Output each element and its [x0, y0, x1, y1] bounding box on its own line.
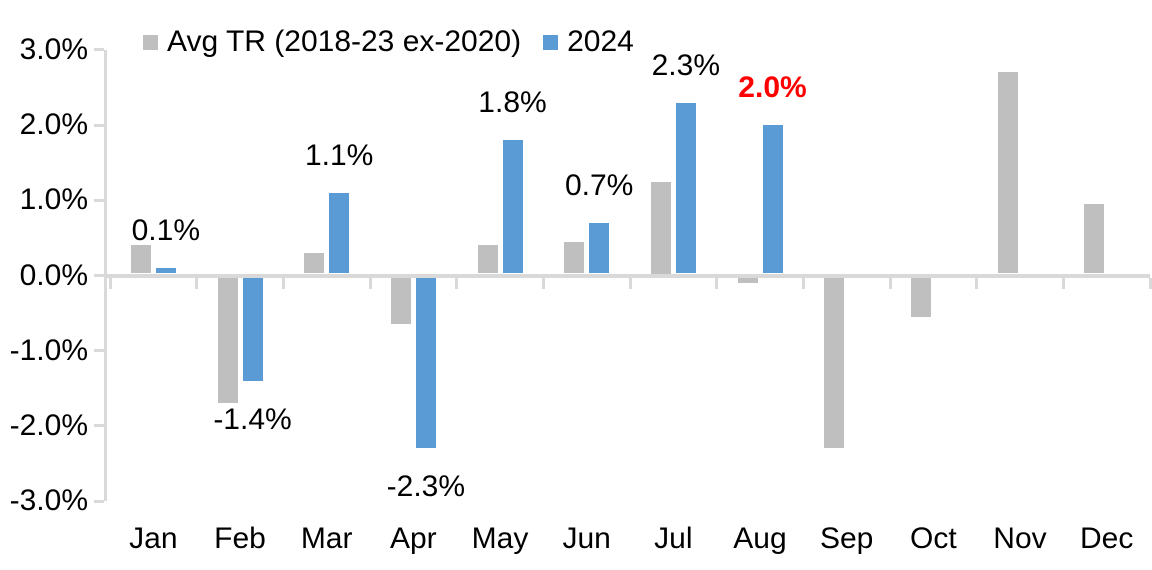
x-axis-label-feb: Feb: [214, 522, 266, 555]
data-label-2024-jan: 0.1%: [131, 213, 201, 247]
bar-avg-tr-jun: [564, 241, 585, 274]
bar-avg-tr-nov: [997, 72, 1018, 274]
y-axis-label: 0.0%: [19, 258, 88, 292]
x-tick: [628, 277, 632, 289]
x-tick: [281, 277, 285, 289]
data-label-2024-jun: 0.7%: [564, 168, 634, 202]
bar-avg-tr-jan: [130, 245, 151, 274]
x-axis-label-dec: Dec: [1079, 522, 1134, 555]
x-tick: [368, 277, 372, 289]
x-axis-label-apr: Apr: [389, 522, 437, 555]
y-tick: [94, 123, 104, 127]
y-axis-label: -1.0%: [9, 333, 88, 367]
y-axis-label: 1.0%: [19, 183, 88, 217]
x-axis-label-nov: Nov: [993, 522, 1047, 555]
y-tick: [94, 274, 104, 277]
x-axis-label-mar: Mar: [300, 522, 353, 555]
bar-avg-tr-aug: [737, 277, 758, 284]
x-tick: [541, 277, 545, 289]
bar-2024-jul: [675, 102, 696, 274]
bar-avg-tr-sep: [824, 277, 845, 449]
legend-label-2024: 2024: [567, 25, 634, 58]
bar-2024-may: [502, 140, 523, 274]
legend-item-avg-tr: Avg TR (2018-23 ex-2020): [143, 26, 521, 58]
x-axis-line: [104, 273, 1150, 278]
bar-avg-tr-dec: [1084, 204, 1105, 274]
data-label-2024-aug: 2.0%: [738, 71, 807, 105]
bar-2024-jan: [155, 267, 176, 274]
legend: Avg TR (2018-23 ex-2020) 2024: [143, 26, 634, 58]
y-axis-label: 3.0%: [19, 32, 88, 66]
y-axis-label: 2.0%: [19, 108, 88, 142]
bar-avg-tr-mar: [304, 252, 325, 274]
x-tick: [715, 277, 719, 289]
y-tick: [94, 424, 104, 428]
data-label-2024-jul: 2.3%: [651, 48, 721, 82]
y-tick: [94, 198, 104, 202]
data-label-2024-feb: -1.4%: [213, 402, 292, 436]
bar-2024-apr: [415, 277, 436, 449]
x-tick: [888, 277, 892, 289]
y-tick: [94, 499, 104, 503]
data-label-2024-apr: -2.3%: [386, 470, 466, 504]
data-label-2024-may: 1.8%: [478, 86, 547, 120]
bar-2024-feb: [242, 277, 263, 381]
x-axis-label-jul: Jul: [654, 522, 693, 555]
legend-swatch-2024-icon: [543, 34, 559, 50]
x-tick: [1148, 277, 1152, 289]
bar-avg-tr-may: [477, 245, 498, 274]
bar-avg-tr-jul: [650, 181, 671, 274]
y-axis-label: -2.0%: [9, 408, 88, 442]
x-axis-label-sep: Sep: [819, 522, 874, 555]
bar-avg-tr-feb: [217, 277, 238, 404]
x-axis-label-oct: Oct: [909, 522, 957, 555]
bar-2024-jun: [589, 222, 610, 274]
y-axis-label: -3.0%: [9, 484, 88, 518]
x-axis-label-aug: Aug: [733, 522, 787, 555]
y-tick: [94, 349, 104, 353]
data-label-2024-mar: 1.1%: [304, 138, 374, 172]
x-axis-label-jan: Jan: [129, 522, 178, 555]
legend-label-avg-tr: Avg TR (2018-23 ex-2020): [167, 25, 522, 58]
x-axis-label-may: May: [471, 522, 529, 555]
y-tick: [94, 48, 104, 52]
x-tick: [455, 277, 459, 289]
legend-item-2024: 2024: [543, 26, 634, 58]
x-tick: [801, 277, 805, 289]
x-tick: [108, 277, 112, 289]
x-axis-label-jun: Jun: [562, 522, 611, 555]
bar-2024-aug: [762, 125, 783, 274]
bar-avg-tr-apr: [390, 277, 411, 325]
bar-avg-tr-oct: [910, 277, 931, 317]
bar-2024-mar: [329, 192, 350, 274]
x-tick: [1061, 277, 1065, 289]
x-tick: [195, 277, 199, 289]
x-tick: [975, 277, 979, 289]
legend-swatch-avg-tr-icon: [143, 34, 158, 50]
